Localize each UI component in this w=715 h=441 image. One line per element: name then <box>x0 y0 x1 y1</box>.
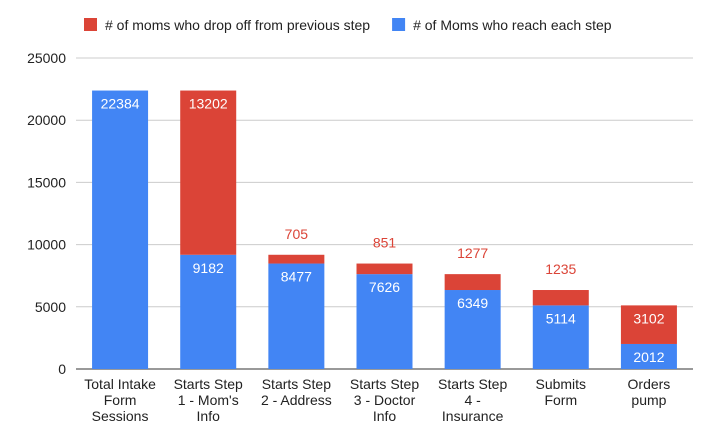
bar-dropoff <box>532 290 589 306</box>
x-tick-label: Total Intake <box>84 376 156 392</box>
data-label-reach: 7626 <box>369 279 400 295</box>
bar-dropoff <box>268 254 325 264</box>
x-tick-label: Starts Step <box>262 376 331 392</box>
legend-entry: # of Moms who reach each step <box>413 17 612 33</box>
x-tick-label: Form <box>544 392 577 408</box>
bar-reach <box>180 254 237 369</box>
data-label-dropoff: 1235 <box>545 261 576 277</box>
data-label-reach: 22384 <box>101 96 140 112</box>
y-tick-label: 20000 <box>27 112 66 128</box>
bar-reach <box>444 290 501 369</box>
x-tick-label: 3 - Doctor <box>354 392 416 408</box>
data-label-dropoff: 1277 <box>457 245 488 261</box>
x-tick-label: Info <box>197 408 221 424</box>
bar-reach <box>620 343 677 369</box>
x-tick-label: Insurance <box>442 408 504 424</box>
x-tick-label: Starts Step <box>174 376 243 392</box>
data-label-dropoff: 13202 <box>189 96 228 112</box>
y-tick-label: 10000 <box>27 237 66 253</box>
x-tick-label: Sessions <box>92 408 149 424</box>
y-tick-label: 0 <box>58 361 66 377</box>
x-tick-label: Orders <box>628 376 671 392</box>
x-tick-label: pump <box>631 392 666 408</box>
bar-reach <box>356 274 413 369</box>
y-axis: 0 5000 10000 15000 20000 25000 <box>27 50 66 377</box>
bars <box>92 90 677 370</box>
x-tick-label: Submits <box>535 376 586 392</box>
legend: # of moms who drop off from previous ste… <box>84 17 612 33</box>
y-tick-label: 5000 <box>35 299 66 315</box>
data-label-reach: 9182 <box>193 260 224 276</box>
legend-swatch <box>84 18 97 31</box>
data-label-dropoff: 851 <box>373 235 397 251</box>
bar-reach <box>92 90 149 370</box>
gridlines <box>76 57 693 370</box>
legend-swatch <box>392 18 406 31</box>
legend-entry: # of moms who drop off from previous ste… <box>105 17 370 33</box>
x-tick-label: Form <box>104 392 137 408</box>
data-label-reach: 8477 <box>281 269 312 285</box>
bar-dropoff <box>180 90 237 255</box>
data-labels: 22384 9182 13202 8477 705 7626 851 6349 1277 5114… <box>101 96 665 365</box>
bar-reach <box>532 305 589 369</box>
x-tick-label: 4 - <box>464 392 481 408</box>
y-tick-label: 25000 <box>27 50 66 66</box>
x-tick-label: Starts Step <box>438 376 507 392</box>
bar-dropoff <box>356 263 413 275</box>
data-label-reach: 5114 <box>546 310 576 326</box>
bar-dropoff <box>620 305 677 344</box>
y-tick-label: 15000 <box>27 174 66 190</box>
bar-dropoff <box>444 274 501 291</box>
x-tick-label: Info <box>373 408 397 424</box>
x-tick-label: 1 - Mom's <box>178 392 239 408</box>
bar-reach <box>268 263 325 369</box>
x-tick-label: Starts Step <box>350 376 419 392</box>
data-label-dropoff: 705 <box>285 226 309 242</box>
x-tick-label: 2 - Address <box>261 392 332 408</box>
data-label-reach: 2012 <box>633 349 664 365</box>
data-label-dropoff: 3102 <box>633 310 664 326</box>
data-label-reach: 6349 <box>457 295 488 311</box>
